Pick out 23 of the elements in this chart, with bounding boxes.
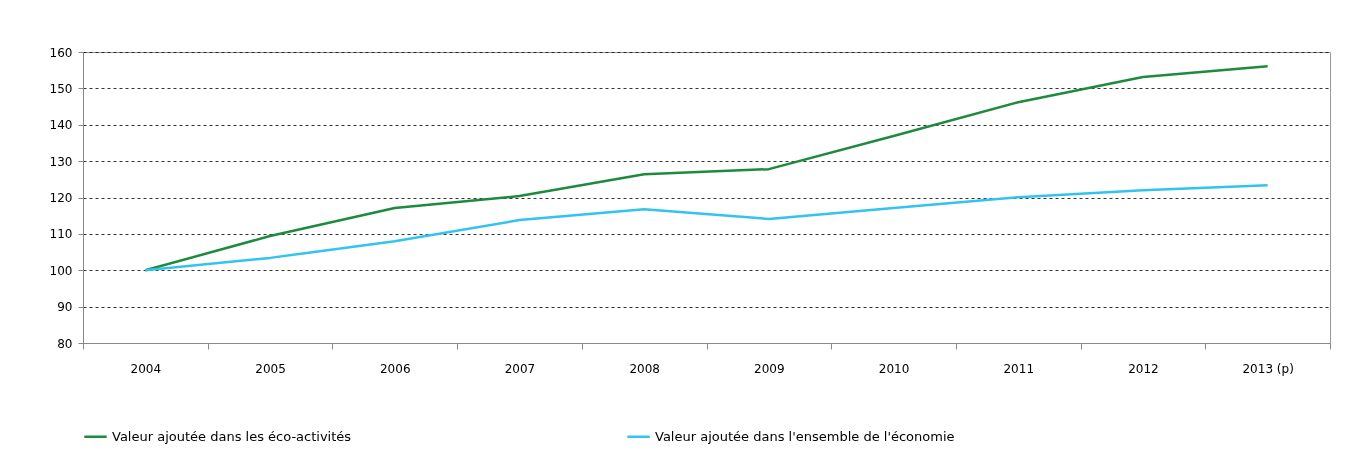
- x-tick-label: 2006: [379, 361, 411, 376]
- x-tick-label: 2008: [629, 361, 660, 376]
- y-tick-label: 130: [49, 154, 73, 169]
- y-tick-label: 110: [49, 227, 73, 242]
- x-tick-label: 2012: [1128, 361, 1159, 376]
- x-tick-label: 2011: [1003, 361, 1035, 376]
- x-tick-label: 2010: [878, 361, 910, 376]
- y-tick-label: 140: [49, 118, 73, 133]
- legend-label: Valeur ajoutée dans les éco-activités: [112, 428, 352, 444]
- x-tick-label: 2004: [130, 361, 162, 376]
- y-tick-label: 80: [57, 336, 73, 351]
- legend-label: Valeur ajoutée dans l'ensemble de l'économie: [655, 428, 955, 444]
- x-tick-label: 2007: [504, 361, 536, 376]
- x-tick-label: 2013 (p): [1242, 361, 1294, 376]
- y-tick-label: 120: [49, 191, 73, 205]
- line-series: [144, 183, 1269, 272]
- y-tick-label: 90: [57, 300, 73, 315]
- y-tick-label: 150: [49, 81, 73, 96]
- y-tick-label: 160: [49, 45, 73, 60]
- x-tick-label: 2005: [255, 361, 286, 376]
- y-tick-label: 100: [49, 263, 73, 278]
- line-series: [144, 64, 1269, 272]
- x-tick-label: 2009: [754, 361, 785, 376]
